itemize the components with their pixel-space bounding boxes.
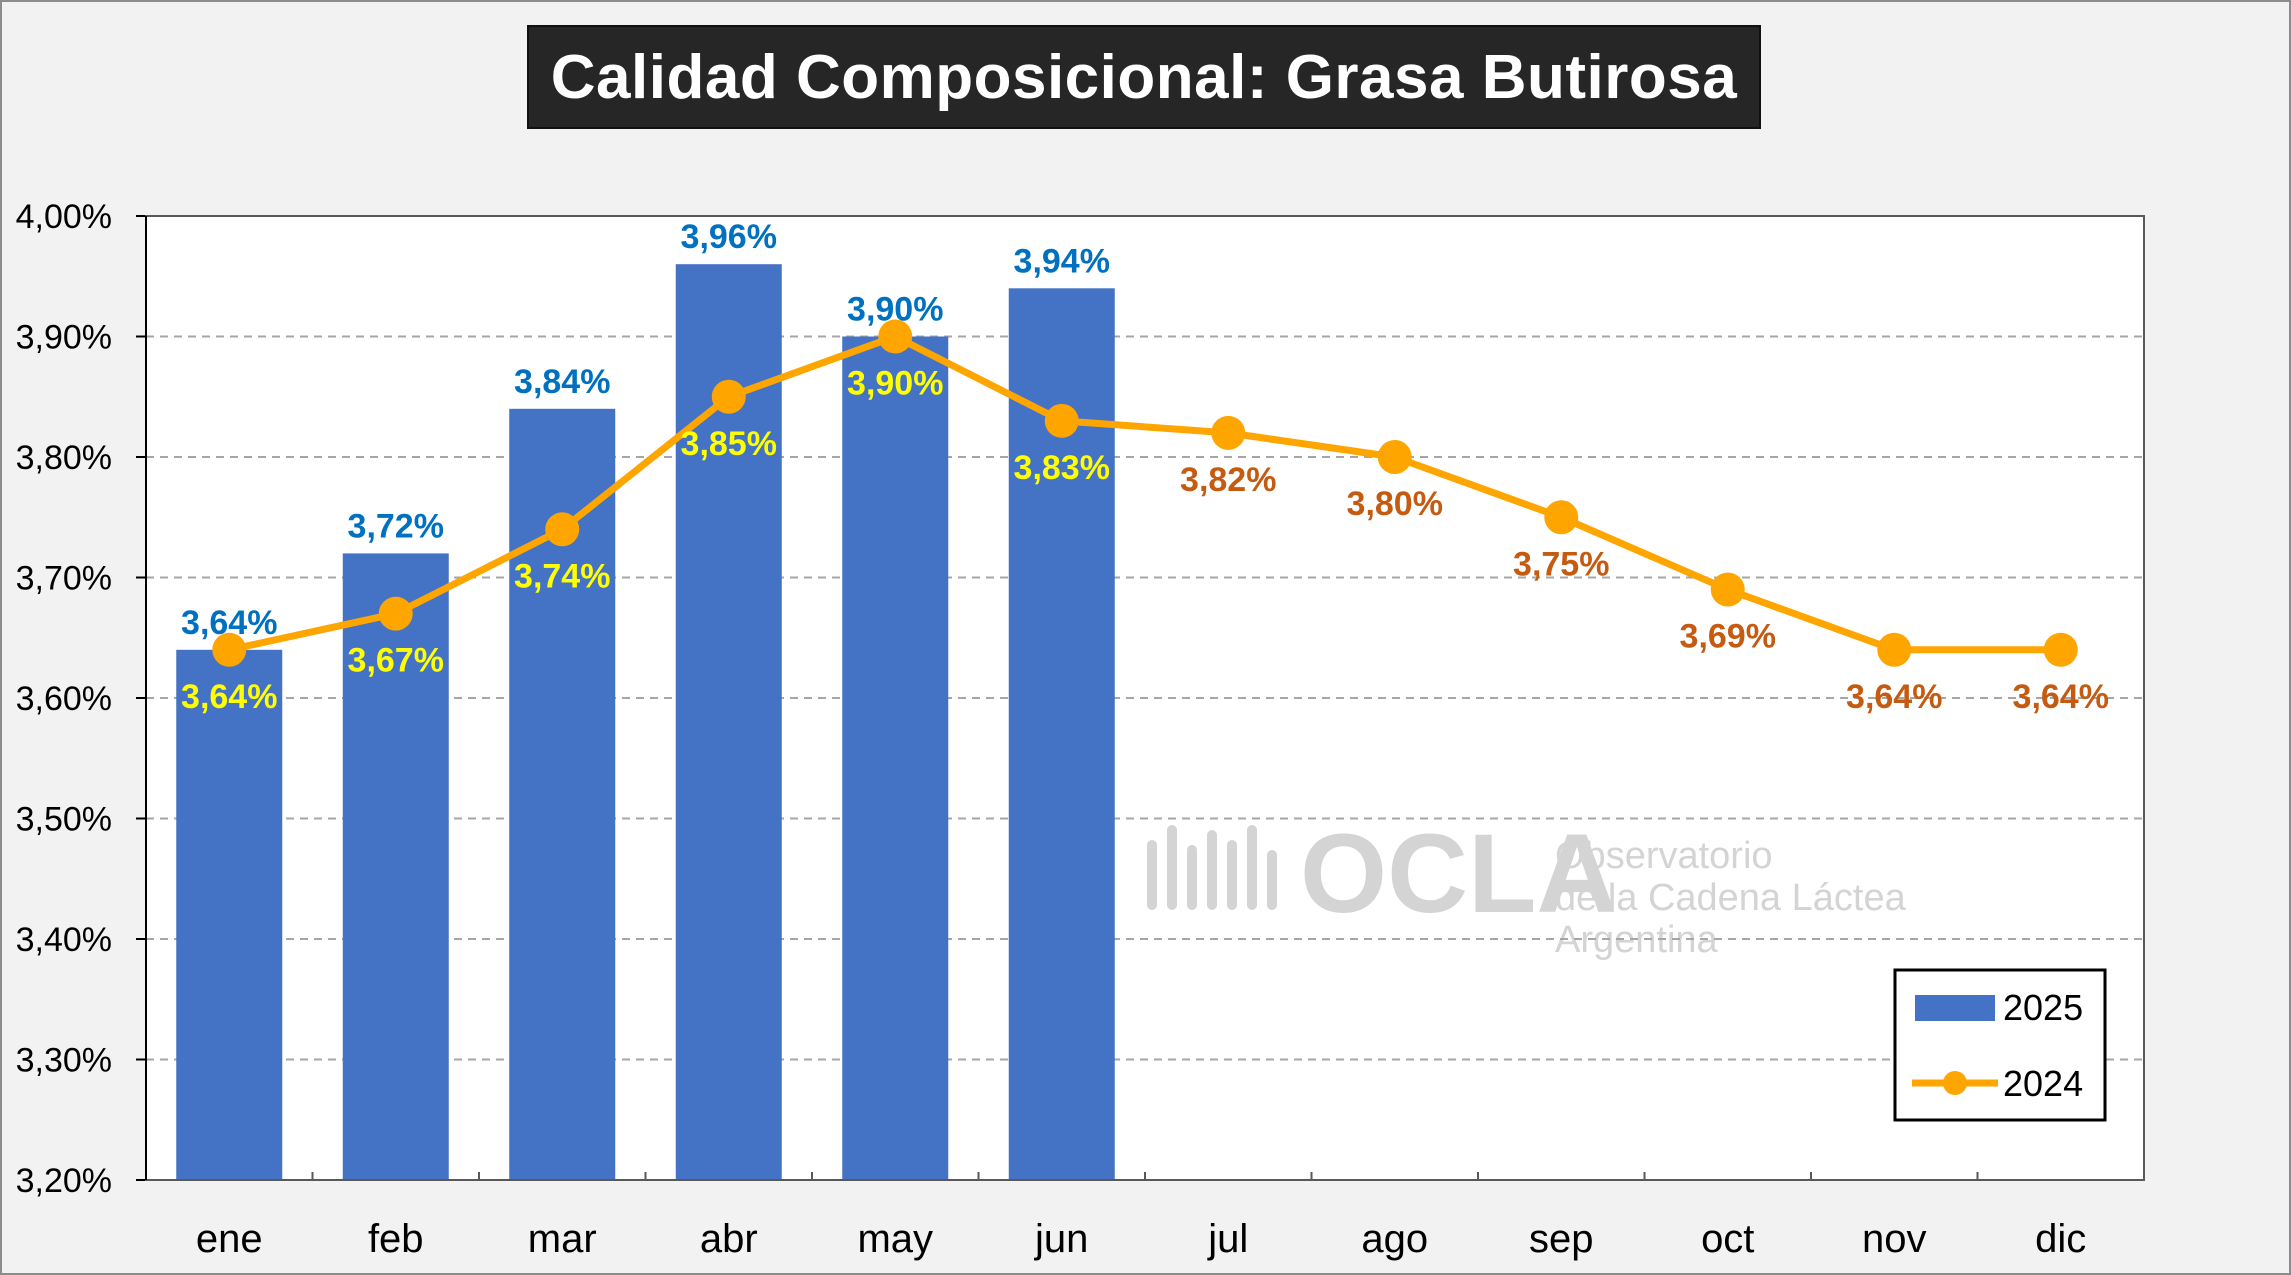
bar-2025-ene — [176, 649, 283, 1180]
bar-label-2025: 3,96% — [681, 218, 777, 256]
x-tick-label: ene — [196, 1217, 263, 1261]
point-2024-feb — [378, 596, 413, 631]
legend-swatch-2025 — [1915, 995, 1995, 1021]
x-tick-label: dic — [2035, 1217, 2086, 1261]
x-tick-label: abr — [700, 1217, 758, 1261]
x-tick-label: ago — [1361, 1217, 1428, 1261]
bar-label-2025: 3,94% — [1014, 242, 1110, 280]
bar-2025-feb — [342, 553, 449, 1180]
x-tick-label: oct — [1701, 1217, 1754, 1261]
y-tick-label: 3,80% — [16, 439, 112, 477]
point-label-2024: 3,83% — [1014, 449, 1110, 487]
y-tick-label: 3,40% — [16, 921, 112, 959]
legend-label-2024: 2024 — [2003, 1063, 2083, 1104]
y-tick-label: 3,20% — [16, 1162, 112, 1200]
bar-label-2025: 3,72% — [348, 507, 444, 545]
y-tick-label: 4,00% — [16, 198, 112, 236]
watermark-brand: OCLA — [1300, 811, 1617, 936]
bar-label-2025: 3,64% — [181, 604, 277, 642]
ocla-logo-icon — [1147, 825, 1277, 910]
watermark-line1: Observatorio — [1555, 835, 1773, 877]
point-2024-dic — [2043, 632, 2078, 667]
legend: 2025 2024 — [1893, 968, 2107, 1122]
point-label-2024: 3,90% — [847, 365, 943, 403]
point-label-2024: 3,67% — [348, 642, 444, 680]
y-tick-label: 3,30% — [16, 1042, 112, 1080]
point-label-2024: 3,80% — [1347, 485, 1443, 523]
point-2024-may — [878, 319, 913, 354]
point-label-2024: 3,69% — [1680, 618, 1776, 656]
bar-label-2025: 3,90% — [847, 291, 943, 329]
x-tick-label: nov — [1862, 1217, 1927, 1261]
point-label-2024: 3,64% — [2013, 678, 2109, 716]
x-tick-label: mar — [528, 1217, 597, 1261]
x-tick-label: feb — [368, 1217, 424, 1261]
point-2024-ene — [212, 632, 247, 667]
bar-label-2025: 3,84% — [514, 363, 610, 401]
y-tick-label: 3,70% — [16, 560, 112, 598]
x-tick-label: jul — [1207, 1217, 1248, 1261]
x-tick-label: jun — [1034, 1217, 1088, 1261]
legend-marker-2024 — [1943, 1071, 1967, 1095]
x-tick-label: sep — [1529, 1217, 1594, 1261]
point-2024-ago — [1377, 440, 1412, 474]
line-2024 — [228, 333, 2061, 654]
point-label-2024: 3,82% — [1180, 461, 1276, 499]
y-tick-label: 3,60% — [16, 680, 112, 718]
chart-title: Calidad Composicional: Grasa Butirosa — [527, 25, 1761, 129]
point-2024-jun — [1044, 403, 1079, 438]
point-label-2024: 3,85% — [681, 425, 777, 463]
point-2024-oct — [1710, 572, 1745, 607]
point-2024-abr — [711, 379, 746, 414]
watermark-line2: de la Cadena Láctea — [1555, 877, 1907, 919]
legend-label-2025: 2025 — [2003, 987, 2083, 1028]
point-label-2024: 3,74% — [514, 557, 610, 595]
point-label-2024: 3,64% — [1846, 678, 1942, 716]
point-2024-jul — [1211, 415, 1246, 450]
point-2024-sep — [1544, 500, 1579, 535]
bar-2025-may — [842, 336, 949, 1180]
point-label-2024: 3,75% — [1513, 545, 1609, 583]
watermark: OCLA Observatorio de la Cadena Láctea Ar… — [1147, 811, 1907, 961]
bar-2025-abr — [675, 264, 782, 1180]
point-2024-mar — [545, 512, 580, 547]
y-tick-label: 3,50% — [16, 801, 112, 839]
x-tick-label: may — [857, 1217, 933, 1261]
point-label-2024: 3,64% — [181, 678, 277, 716]
y-tick-label: 3,90% — [16, 319, 112, 357]
point-2024-nov — [1877, 632, 1912, 667]
